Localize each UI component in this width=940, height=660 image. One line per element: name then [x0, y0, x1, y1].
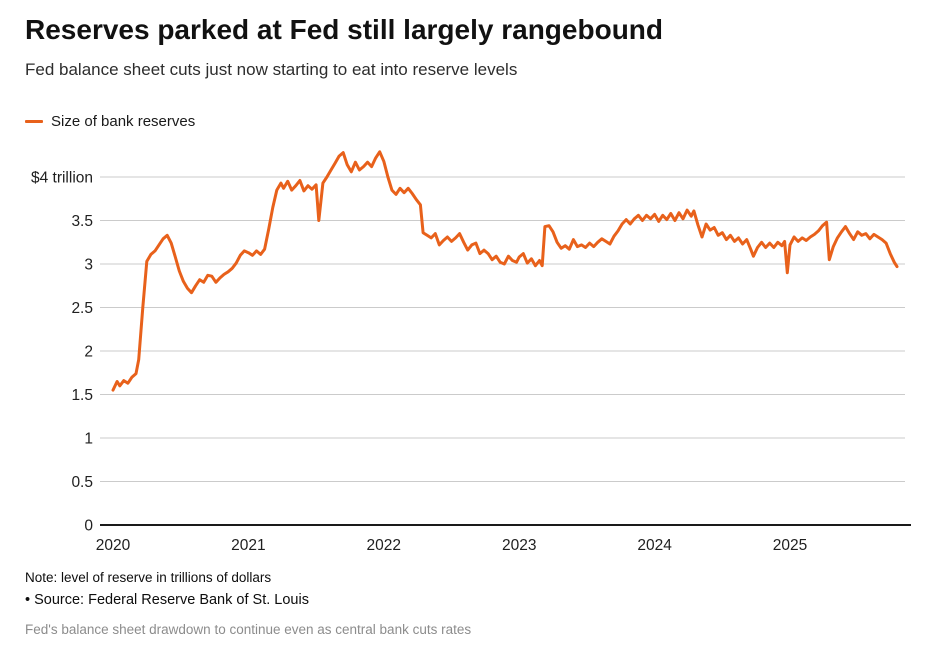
- related-headline: Fed's balance sheet drawdown to continue…: [25, 622, 472, 637]
- x-tick-label-2022: 2022: [367, 537, 401, 554]
- chart-subtitle: Fed balance sheet cuts just now starting…: [25, 60, 518, 79]
- chart-title: Reserves parked at Fed still largely ran…: [25, 14, 663, 45]
- y-tick-label-1.5: 1.5: [71, 387, 93, 404]
- y-tick-label-1: 1: [84, 431, 93, 448]
- y-tick-label-2.5: 2.5: [71, 300, 93, 317]
- x-axis-tick-labels: 2020 2021 2022 2023 2024 2025: [96, 537, 807, 554]
- source-line: • Source: Federal Reserve Bank of St. Lo…: [25, 592, 309, 608]
- series-size-of-bank-reserves: [111, 150, 899, 392]
- y-tick-label-4: $4 trillion: [31, 170, 93, 187]
- x-tick-label-2024: 2024: [637, 537, 672, 554]
- x-tick-label-2021: 2021: [231, 537, 265, 554]
- y-tick-label-0.5: 0.5: [71, 474, 93, 491]
- legend-line-swatch: [25, 120, 43, 123]
- y-tick-label-3.5: 3.5: [71, 213, 93, 230]
- legend: Size of bank reserves: [25, 113, 195, 130]
- y-tick-label-3: 3: [84, 257, 93, 274]
- x-tick-label-2023: 2023: [502, 537, 536, 554]
- gridlines: [100, 176, 911, 526]
- legend-label: Size of bank reserves: [51, 113, 196, 130]
- x-tick-label-2020: 2020: [96, 537, 131, 554]
- y-tick-label-0: 0: [84, 518, 93, 535]
- x-tick-label-2025: 2025: [773, 537, 807, 554]
- y-tick-label-2: 2: [84, 344, 93, 361]
- footnote: Note: level of reserve in trillions of d…: [25, 570, 272, 585]
- y-axis-tick-labels: $4 trillion 3.5 3 2.5 2 1.5 1 0.5 0: [31, 170, 93, 535]
